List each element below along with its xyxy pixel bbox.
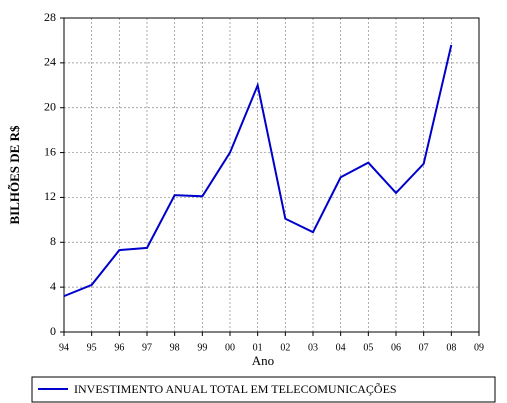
x-tick-label: 94 <box>59 342 69 353</box>
y-tick-label: 16 <box>44 144 56 158</box>
x-tick-label: 01 <box>253 342 263 353</box>
x-tick-label: 00 <box>225 342 235 353</box>
y-tick-label: 20 <box>44 99 56 113</box>
legend-label: INVESTIMENTO ANUAL TOTAL EM TELECOMUNICA… <box>74 382 397 396</box>
y-axis-label: BILHÕES DE R$ <box>7 125 22 224</box>
y-tick-label: 0 <box>50 324 56 338</box>
x-axis-label: Ano <box>252 353 274 368</box>
y-tick-label: 24 <box>44 55 56 69</box>
x-tick-label: 05 <box>363 342 373 353</box>
x-tick-label: 09 <box>474 342 484 353</box>
x-tick-label: 08 <box>446 342 456 353</box>
plot-frame <box>63 17 480 333</box>
x-tick-label: 06 <box>391 342 401 353</box>
x-tick-label: 07 <box>419 342 429 353</box>
legend-box <box>31 376 496 403</box>
y-tick-label: 12 <box>44 189 56 203</box>
y-tick-label: 8 <box>50 234 56 248</box>
x-tick-label: 95 <box>87 342 97 353</box>
y-tick-label: 28 <box>44 10 56 24</box>
y-tick-label: 4 <box>50 279 56 293</box>
x-tick-label: 99 <box>197 342 207 353</box>
x-tick-label: 98 <box>170 342 180 353</box>
x-tick-label: 96 <box>114 342 124 353</box>
x-tick-label: 03 <box>308 342 318 353</box>
x-tick-label: 97 <box>142 342 152 353</box>
x-tick-label: 04 <box>336 342 346 353</box>
x-tick-label: 02 <box>280 342 290 353</box>
data-line <box>63 44 453 298</box>
